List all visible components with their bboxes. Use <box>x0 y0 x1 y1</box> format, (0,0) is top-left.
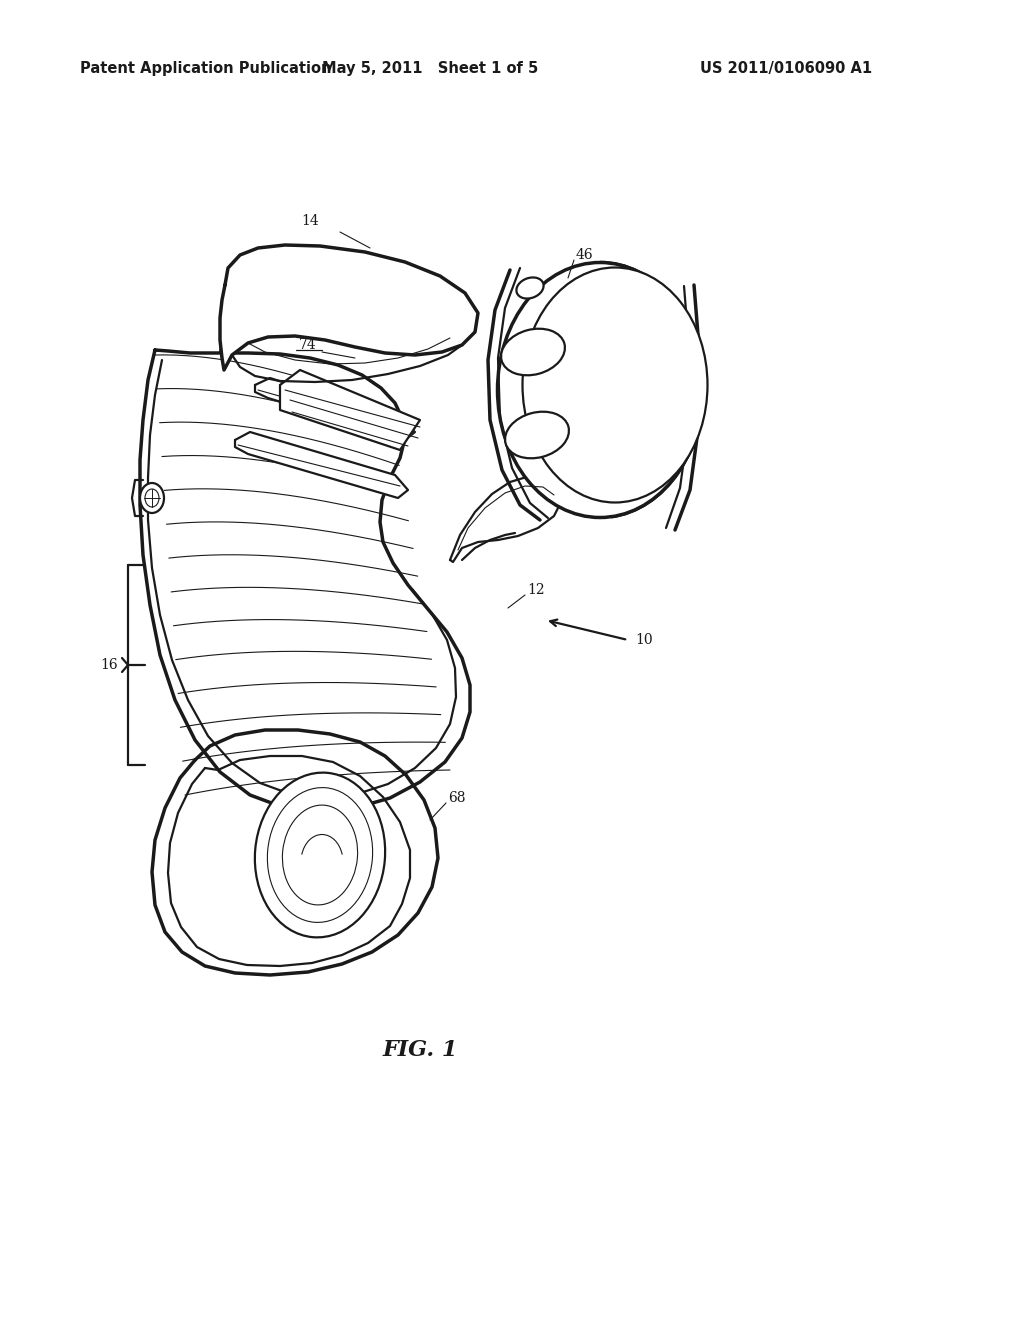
Text: US 2011/0106090 A1: US 2011/0106090 A1 <box>700 61 872 75</box>
Polygon shape <box>220 246 478 370</box>
Polygon shape <box>152 730 438 975</box>
Ellipse shape <box>505 412 569 458</box>
Polygon shape <box>450 477 562 562</box>
Ellipse shape <box>516 277 544 298</box>
Ellipse shape <box>283 805 357 906</box>
Ellipse shape <box>145 488 159 507</box>
Ellipse shape <box>501 329 565 375</box>
Polygon shape <box>280 370 420 450</box>
Text: May 5, 2011   Sheet 1 of 5: May 5, 2011 Sheet 1 of 5 <box>322 61 539 75</box>
Polygon shape <box>255 378 415 440</box>
Ellipse shape <box>498 263 702 517</box>
Text: Patent Application Publication: Patent Application Publication <box>80 61 332 75</box>
Text: 74: 74 <box>299 338 316 352</box>
Text: 16: 16 <box>100 657 118 672</box>
Text: 46: 46 <box>575 248 594 261</box>
Polygon shape <box>140 350 470 812</box>
Text: 68: 68 <box>449 791 466 805</box>
Text: FIG. 1: FIG. 1 <box>382 1039 458 1061</box>
Ellipse shape <box>140 483 164 513</box>
Ellipse shape <box>255 772 385 937</box>
Ellipse shape <box>267 788 373 923</box>
Polygon shape <box>234 432 408 498</box>
Ellipse shape <box>522 268 708 503</box>
Text: 12: 12 <box>527 583 545 597</box>
Text: 14: 14 <box>301 214 318 228</box>
Text: 10: 10 <box>635 634 652 647</box>
